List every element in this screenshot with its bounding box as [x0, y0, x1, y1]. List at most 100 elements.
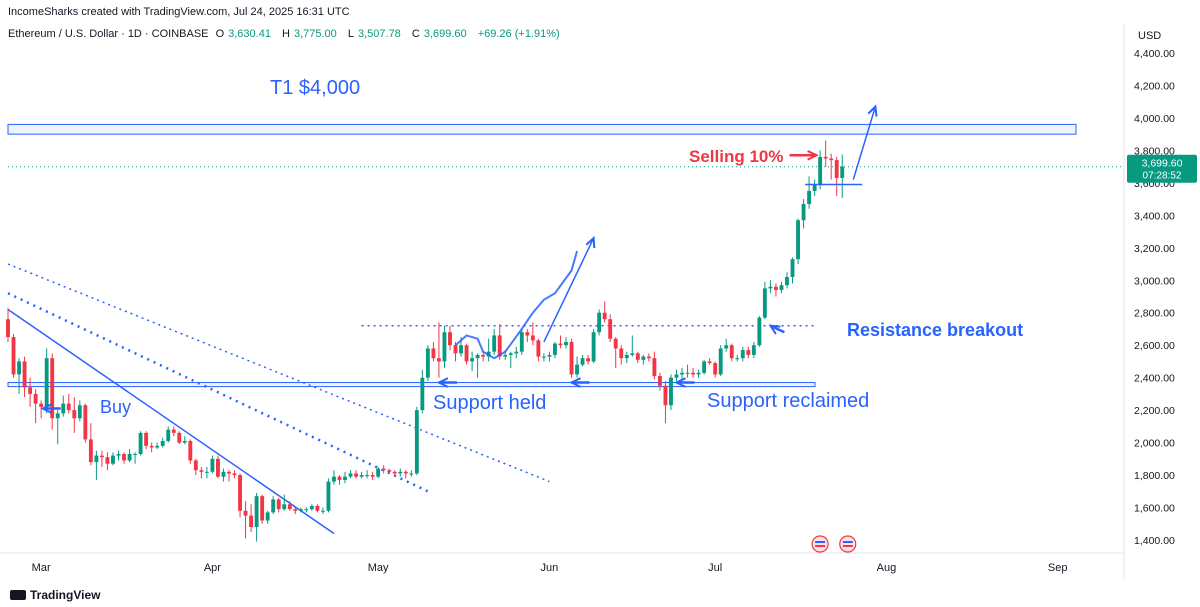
- y-tick-label: 1,400.00: [1134, 535, 1175, 547]
- candle: [204, 466, 209, 479]
- breakout-arrow-head: [768, 324, 781, 335]
- candle-body: [564, 341, 568, 346]
- y-tick-label: 4,000.00: [1134, 113, 1175, 125]
- candle: [221, 468, 226, 482]
- candle: [381, 465, 386, 474]
- candle: [790, 257, 795, 284]
- candle: [243, 501, 248, 539]
- candle-body: [746, 350, 751, 355]
- candle-body: [414, 410, 419, 474]
- tradingview-logo[interactable]: TradingView: [10, 588, 100, 602]
- candle-body: [558, 343, 563, 346]
- candle-body: [796, 220, 800, 260]
- candle-body: [569, 341, 574, 375]
- support-held-arrow-2-icon-head: [569, 377, 581, 388]
- candle: [326, 478, 331, 513]
- target-arrow-icon: [852, 106, 877, 180]
- annotation-t1: T1 $4,000: [270, 77, 360, 99]
- candle-body: [66, 403, 71, 411]
- candle-body: [591, 332, 596, 362]
- candle-body: [155, 445, 160, 448]
- candle: [641, 354, 646, 365]
- candle: [77, 400, 82, 422]
- candle: [818, 150, 823, 190]
- candle: [50, 353, 55, 430]
- projection-path: [454, 250, 579, 360]
- selling-arrow-head: [807, 150, 819, 161]
- candle: [492, 328, 497, 355]
- candle-body: [204, 471, 209, 473]
- candle: [646, 353, 651, 362]
- candle-body: [227, 471, 231, 474]
- candle-body: [282, 504, 287, 510]
- y-tick-label: 2,200.00: [1134, 405, 1175, 417]
- economic-event-icon: [811, 535, 829, 553]
- symbol-title[interactable]: Ethereum / U.S. Dollar · 1D · COINBASE: [8, 28, 209, 40]
- candle: [39, 400, 44, 419]
- candle-body: [6, 319, 10, 338]
- candle-body: [751, 345, 756, 355]
- currency-label[interactable]: USD: [1138, 30, 1162, 42]
- candle: [144, 431, 149, 450]
- candle-body: [39, 403, 44, 407]
- support-zone-box: [7, 382, 816, 388]
- candle-body: [575, 364, 579, 375]
- candle: [624, 351, 629, 364]
- y-tick-label: 3,800.00: [1134, 145, 1175, 157]
- candle-body: [55, 413, 60, 419]
- candle: [680, 367, 684, 380]
- low-value: 3,507.78: [357, 28, 401, 40]
- candle: [6, 307, 10, 342]
- candle-body: [309, 505, 314, 510]
- candle-body: [320, 510, 325, 512]
- candle-body: [657, 376, 662, 386]
- candle: [348, 470, 353, 479]
- y-tick-label: 4,400.00: [1134, 48, 1175, 60]
- candle: [436, 322, 441, 378]
- candle-body: [818, 156, 823, 185]
- candle-body: [801, 203, 806, 221]
- candle: [762, 281, 767, 320]
- candle: [72, 397, 77, 433]
- candle-body: [790, 259, 795, 278]
- candle: [332, 470, 336, 485]
- candle: [597, 309, 602, 336]
- y-tick-label: 1,800.00: [1134, 470, 1175, 482]
- downtrend-line-dotted-bold: [7, 292, 429, 493]
- candle: [370, 471, 375, 480]
- candle: [547, 351, 552, 362]
- candle-body: [740, 350, 745, 359]
- candle: [796, 218, 800, 265]
- candle: [238, 473, 242, 518]
- candle: [829, 153, 834, 180]
- candle-body: [470, 358, 475, 362]
- candle: [182, 436, 187, 445]
- candle-body: [216, 458, 220, 477]
- candle-body: [22, 361, 27, 388]
- chart-credit: IncomeSharks created with TradingView.co…: [8, 6, 350, 18]
- low-label: L: [347, 28, 354, 40]
- y-tick-label: 3,200.00: [1134, 243, 1175, 255]
- candle-body: [757, 317, 762, 346]
- candle-body: [409, 473, 414, 475]
- candle: [414, 406, 419, 476]
- grid: [0, 24, 1125, 579]
- candle-body: [586, 358, 591, 362]
- candle-body: [834, 160, 839, 178]
- candle-body: [381, 468, 386, 471]
- candle: [669, 374, 673, 411]
- candle: [834, 156, 839, 196]
- symbol-legend[interactable]: Ethereum / U.S. Dollar · 1D · COINBASE O…: [8, 28, 564, 40]
- candle: [630, 335, 635, 357]
- candle: [541, 353, 546, 362]
- candle: [343, 471, 347, 484]
- candle: [564, 337, 568, 349]
- candle: [740, 346, 745, 362]
- brand-label: TradingView: [30, 588, 101, 602]
- candle: [149, 442, 154, 453]
- candle-body: [624, 354, 629, 359]
- candle: [387, 468, 392, 474]
- candle: [260, 494, 265, 524]
- candle: [287, 501, 292, 511]
